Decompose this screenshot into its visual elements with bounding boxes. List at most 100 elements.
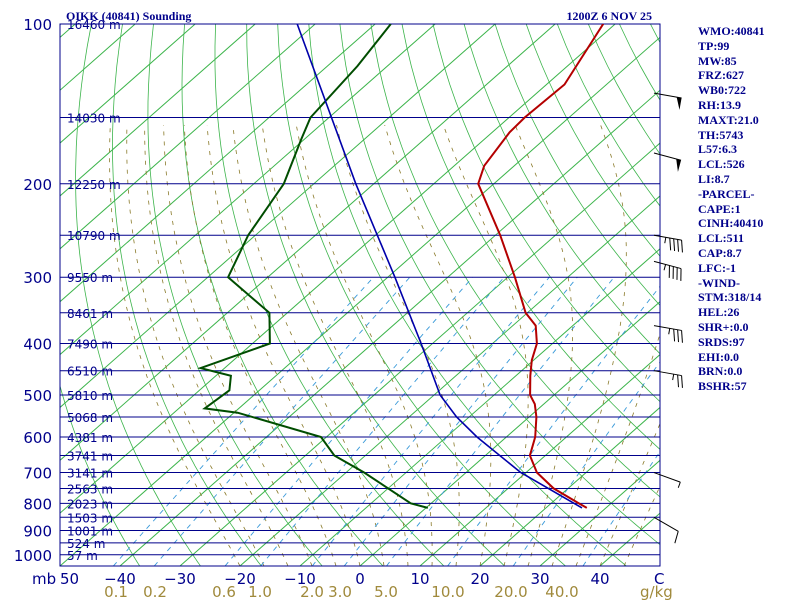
mixing-ratio-label: 0.2 <box>143 583 167 600</box>
dry-adiabat <box>370 24 660 498</box>
curves-clip <box>197 24 605 509</box>
pressure-tick-label: 100 <box>23 16 52 34</box>
wind-barb-full <box>681 375 683 388</box>
index-value: HEL:26 <box>698 305 740 320</box>
wind-barb-column <box>653 92 683 544</box>
pressure-tick-label: 800 <box>23 495 52 513</box>
pressure-tick-label: 500 <box>23 387 52 405</box>
mixing-ratio-label: 20.0 <box>494 583 527 600</box>
wind-barb <box>653 516 679 544</box>
dry-adiabat <box>214 24 445 566</box>
mixing-ratio-line <box>112 276 374 566</box>
index-value: BSHR:57 <box>698 379 747 394</box>
pressure-tick-label: 700 <box>23 465 52 483</box>
pressure-tick-label: 400 <box>23 336 52 354</box>
height-label: 57 m <box>67 549 98 563</box>
moist-adiabat <box>261 124 409 566</box>
grid-clip <box>60 24 660 566</box>
index-value: LFC:-1 <box>698 260 736 275</box>
isotherm-line <box>60 24 436 356</box>
mixing-ratio-line <box>311 276 550 566</box>
height-label: 9550 m <box>67 271 113 285</box>
wind-barb-half <box>672 374 675 381</box>
moist-adiabat <box>575 332 660 566</box>
dry-adiabat <box>147 24 323 566</box>
mixing-ratio-label: 0.6 <box>212 583 236 600</box>
pressure-unit-label: mb <box>32 570 56 588</box>
isotherm-line <box>60 24 76 39</box>
index-value: CINH:40410 <box>698 216 764 231</box>
temperature-tick-label: 40 <box>590 570 609 588</box>
wind-barb-full <box>677 239 680 252</box>
mixing-ratio-line <box>153 276 411 566</box>
wind-barb <box>653 234 683 253</box>
temperature-tick-label: 50 <box>60 570 79 588</box>
isotherm-line <box>239 195 660 566</box>
index-value: WMO:40841 <box>698 24 765 38</box>
pressure-tick-label: 900 <box>23 522 52 540</box>
dry-adiabat <box>181 24 384 566</box>
height-label: 12250 m <box>67 178 121 192</box>
wind-barb <box>653 325 683 343</box>
wind-barb-full <box>681 240 683 253</box>
wind-barb-full <box>673 238 676 252</box>
isotherm-line <box>359 301 660 566</box>
dewpoint-profile-line <box>197 24 429 509</box>
moist-adiabat <box>443 124 529 566</box>
index-value: TP:99 <box>698 38 730 53</box>
height-label: 1001 m <box>67 524 113 538</box>
moist-adiabat <box>109 124 241 566</box>
wind-barb-full <box>669 237 672 251</box>
wind-barb-staff <box>653 516 679 532</box>
dry-adiabat <box>60 24 141 566</box>
moist-adiabat <box>126 124 265 566</box>
dry-adiabat <box>277 24 566 566</box>
mixing-ratio-line <box>386 276 615 566</box>
wind-barb-staff <box>653 472 681 483</box>
temperature-tick-label: −20 <box>224 570 256 588</box>
height-label: 10790 m <box>67 229 121 243</box>
temperature-unit-label: C <box>654 570 664 588</box>
index-value: CAP:8.7 <box>698 245 742 260</box>
sounding-time: 1200Z 6 NOV 25 <box>567 9 652 23</box>
axis-labels: 16460 m 14030 m 12250 m 10790 m 9550 m 8461 m… <box>14 16 673 600</box>
temperature-tick-label: −30 <box>164 570 196 588</box>
dry-adiabat <box>494 24 660 307</box>
height-label: 1503 m <box>67 511 113 525</box>
pressure-tick-label: 600 <box>23 429 52 447</box>
mixing-ratio-line <box>512 361 660 566</box>
dry-adiabat <box>432 24 660 403</box>
wind-barb-flag <box>676 158 682 172</box>
isotherm-line <box>60 36 660 566</box>
isotherm-line <box>60 24 256 197</box>
mixing-ratio-line <box>582 450 660 566</box>
temperature-tick-label: −40 <box>104 570 136 588</box>
index-value: SHR+:0.0 <box>698 319 749 334</box>
index-value: STM:318/14 <box>698 290 762 305</box>
height-label: 524 m <box>67 537 105 551</box>
isotherm-line <box>60 24 316 250</box>
wind-barb-full <box>677 329 680 343</box>
height-label: 7490 m <box>67 338 113 352</box>
temperature-tick-label: 30 <box>530 570 549 588</box>
isotherm-line <box>119 89 660 566</box>
moist-adiabat <box>514 124 573 566</box>
isotherm-line <box>60 24 496 409</box>
mixing-ratio-label: 5.0 <box>374 583 398 600</box>
isotherm-line <box>419 353 660 566</box>
index-value: LCL:526 <box>698 157 745 172</box>
moist-adiabat <box>295 124 433 566</box>
wind-barb <box>653 152 682 172</box>
index-value: FRZ:627 <box>698 68 744 83</box>
height-label: 14030 m <box>67 111 121 125</box>
moist-adiabat <box>336 124 460 566</box>
isotherm-line <box>60 24 196 144</box>
pressure-tick-label: 1000 <box>14 547 52 565</box>
mixing-ratio-label: 40.0 <box>545 583 578 600</box>
mixing-ratio-line <box>260 276 505 566</box>
index-value: MAXT:21.0 <box>698 112 759 127</box>
index-value: WB0:722 <box>698 83 746 98</box>
index-value: SRDS:97 <box>698 334 745 349</box>
index-value: EHI:0.0 <box>698 349 740 364</box>
